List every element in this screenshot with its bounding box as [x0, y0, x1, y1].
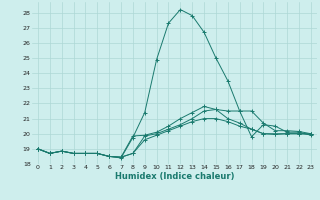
X-axis label: Humidex (Indice chaleur): Humidex (Indice chaleur)	[115, 172, 234, 181]
